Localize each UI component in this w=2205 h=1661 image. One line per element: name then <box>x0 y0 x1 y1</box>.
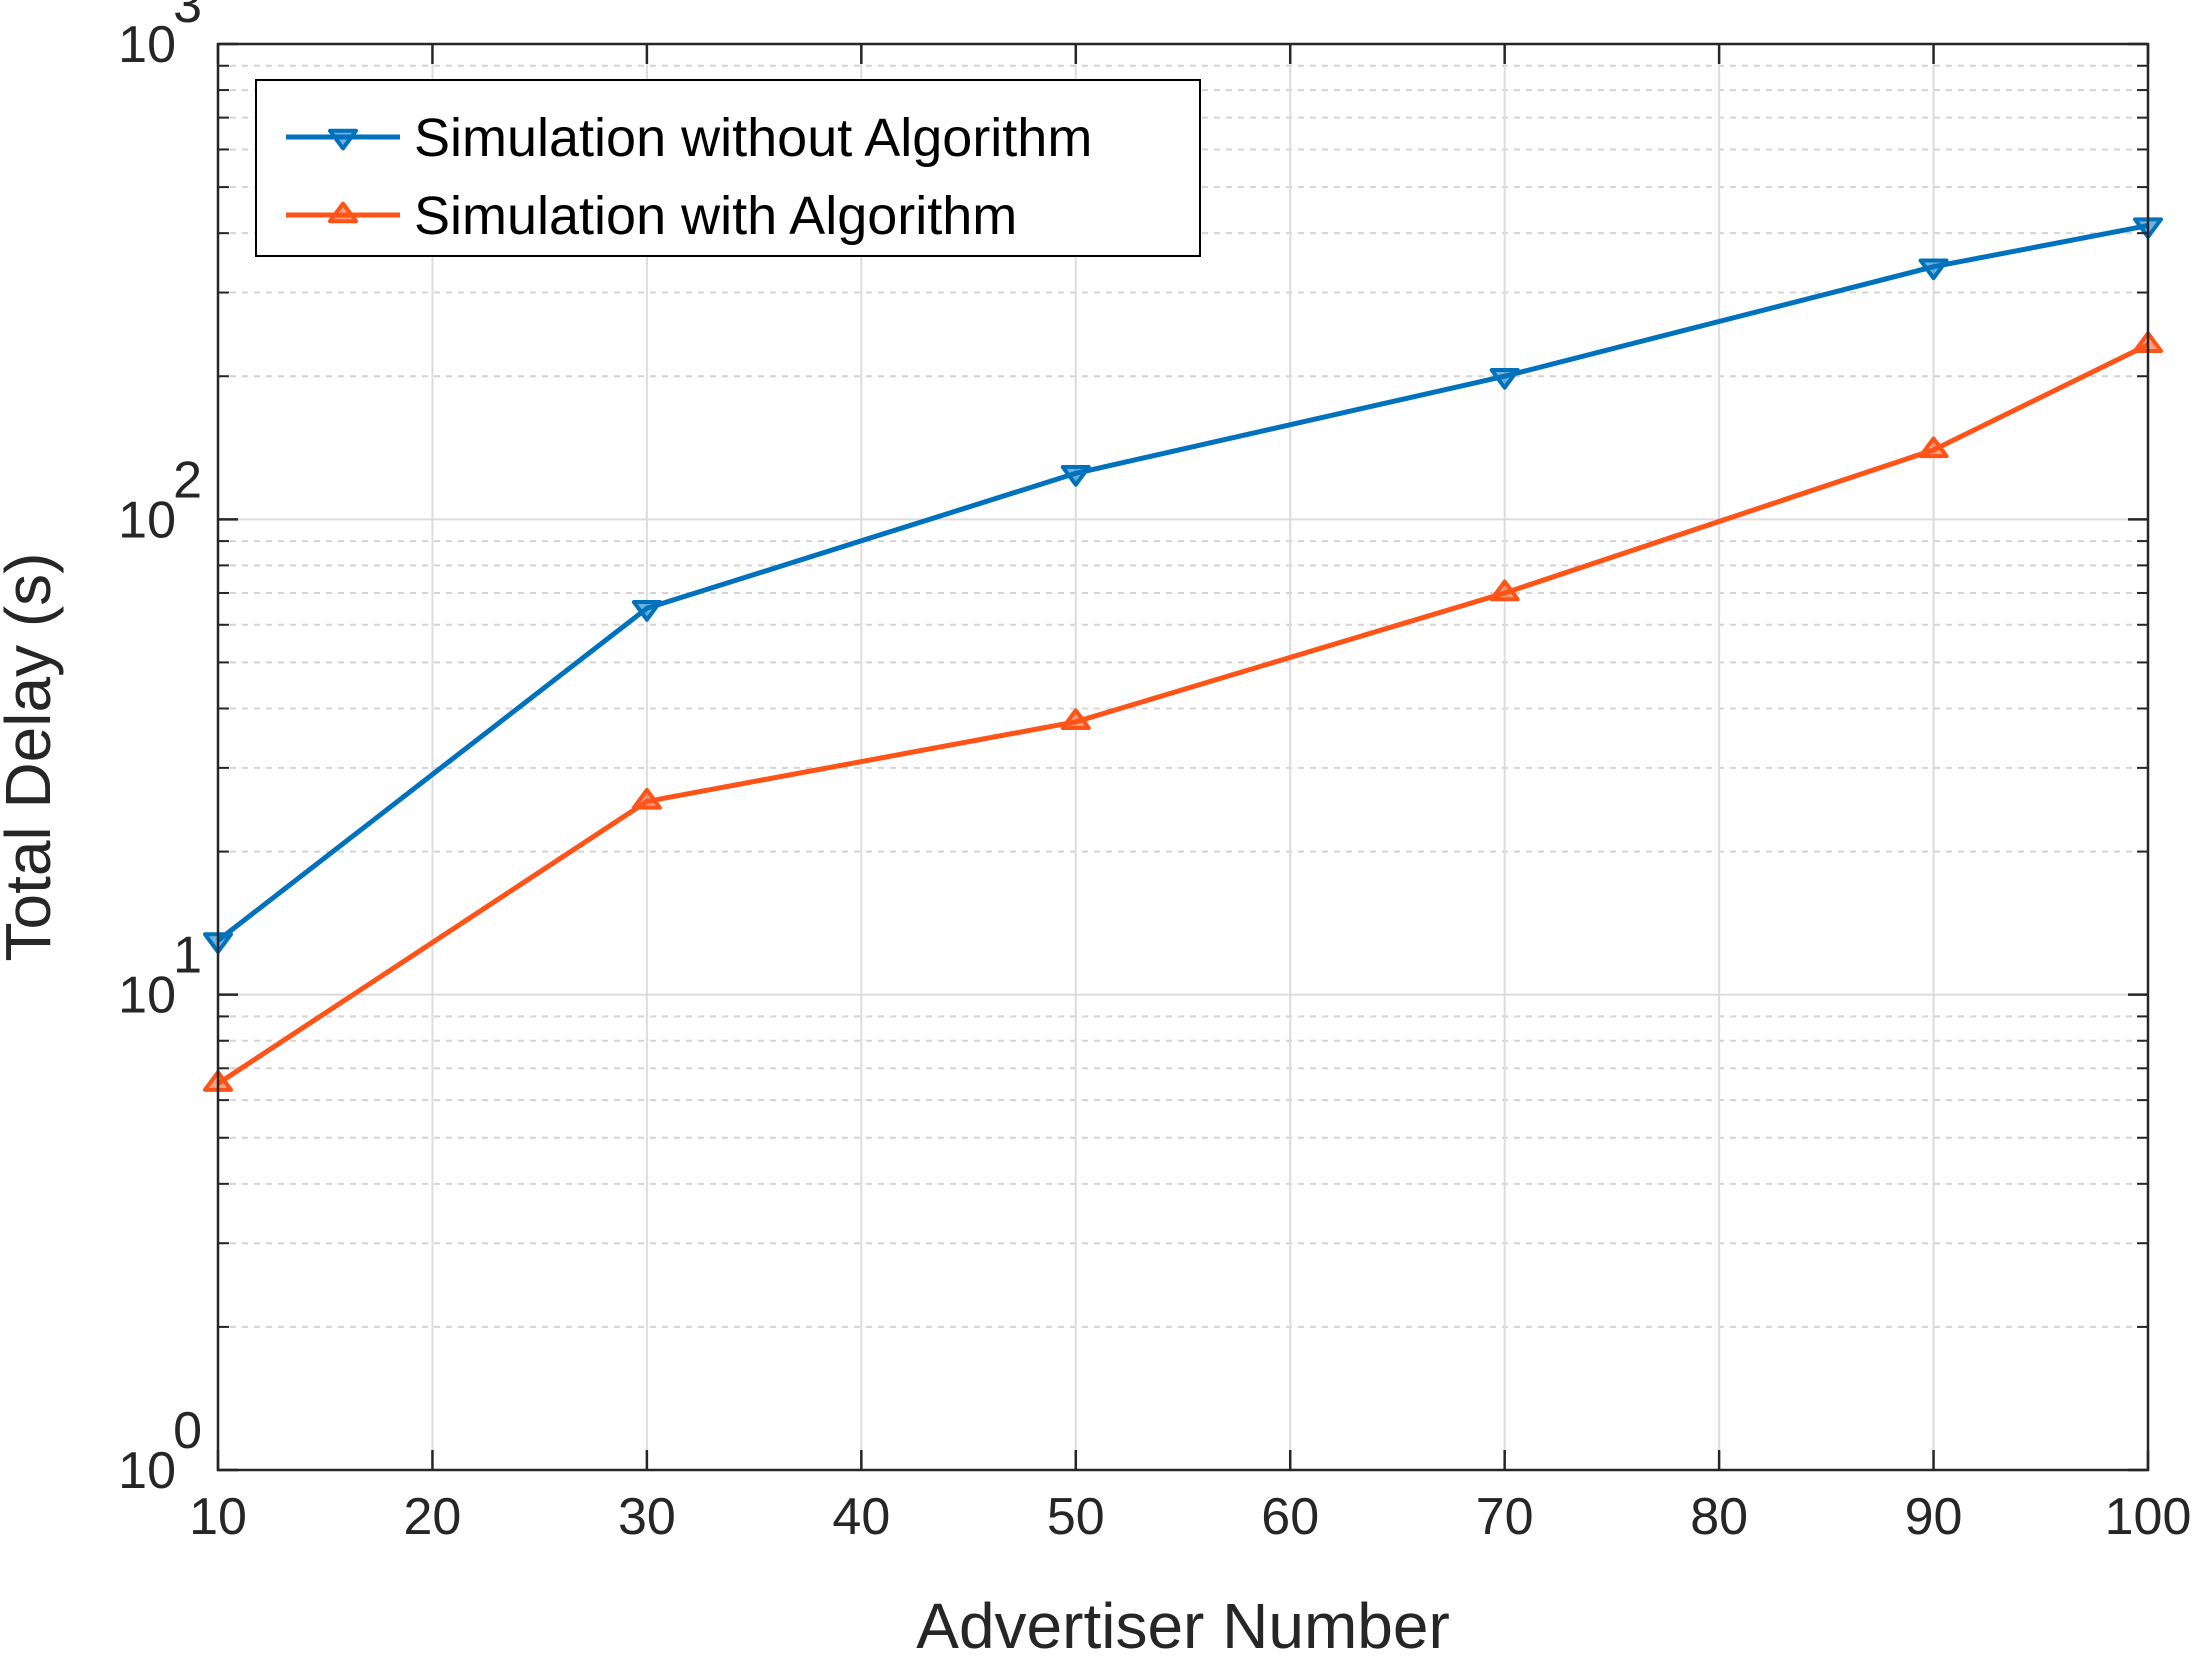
x-tick-label: 90 <box>1905 1488 1963 1546</box>
series-1 <box>203 331 2163 1092</box>
legend-box <box>255 79 1201 257</box>
y-tick-base: 10 <box>118 491 176 549</box>
y-tick-exponent: 2 <box>173 451 202 509</box>
legend-marker-triangle-up <box>328 201 358 224</box>
data-point <box>1918 436 1949 459</box>
data-point <box>1918 258 1949 281</box>
y-tick-exponent: 1 <box>173 927 202 985</box>
series-0 <box>203 217 2163 954</box>
x-tick-label: 60 <box>1261 1488 1319 1546</box>
series-line <box>216 223 2149 943</box>
data-point <box>1060 465 1091 487</box>
data-point <box>1060 708 1091 731</box>
legend: Simulation without Algorithm Simulation … <box>255 79 1201 257</box>
axis-ticks <box>216 42 2150 1472</box>
plot-area <box>218 44 2148 1470</box>
series-line <box>216 342 2150 1086</box>
data-point <box>1489 368 1520 390</box>
y-tick-exponent: 0 <box>173 1402 202 1460</box>
series-layer <box>203 217 2163 1092</box>
y-tick-base: 10 <box>118 967 176 1025</box>
x-tick-label: 80 <box>1690 1488 1748 1546</box>
axes-box <box>216 42 2150 1472</box>
y-axis-title: Total Delay (s) <box>0 553 64 962</box>
y-tick-exponent: 3 <box>173 0 202 34</box>
legend-label-without-algorithm: Simulation without Algorithm <box>414 108 1092 168</box>
x-axis-title: Advertiser Number <box>916 1590 1450 1661</box>
x-tick-label: 70 <box>1476 1488 1534 1546</box>
x-tick-label: 20 <box>404 1488 462 1546</box>
data-point <box>631 787 662 810</box>
y-tick-base: 10 <box>118 16 176 74</box>
x-tick-label: 40 <box>832 1488 890 1546</box>
data-point <box>1489 579 1520 602</box>
y-tick-base: 10 <box>118 1442 176 1500</box>
x-tick-label: 30 <box>618 1488 676 1546</box>
x-tick-label: 100 <box>2105 1488 2192 1546</box>
data-point <box>631 600 662 622</box>
x-tick-label: 10 <box>189 1488 247 1546</box>
x-tick-label: 50 <box>1047 1488 1105 1546</box>
legend-marker-triangle-down <box>328 128 358 151</box>
legend-label-with-algorithm: Simulation with Algorithm <box>414 186 1017 246</box>
x-tick-labels: 10 20 30 40 50 60 70 80 90 100 <box>189 1488 2191 1546</box>
